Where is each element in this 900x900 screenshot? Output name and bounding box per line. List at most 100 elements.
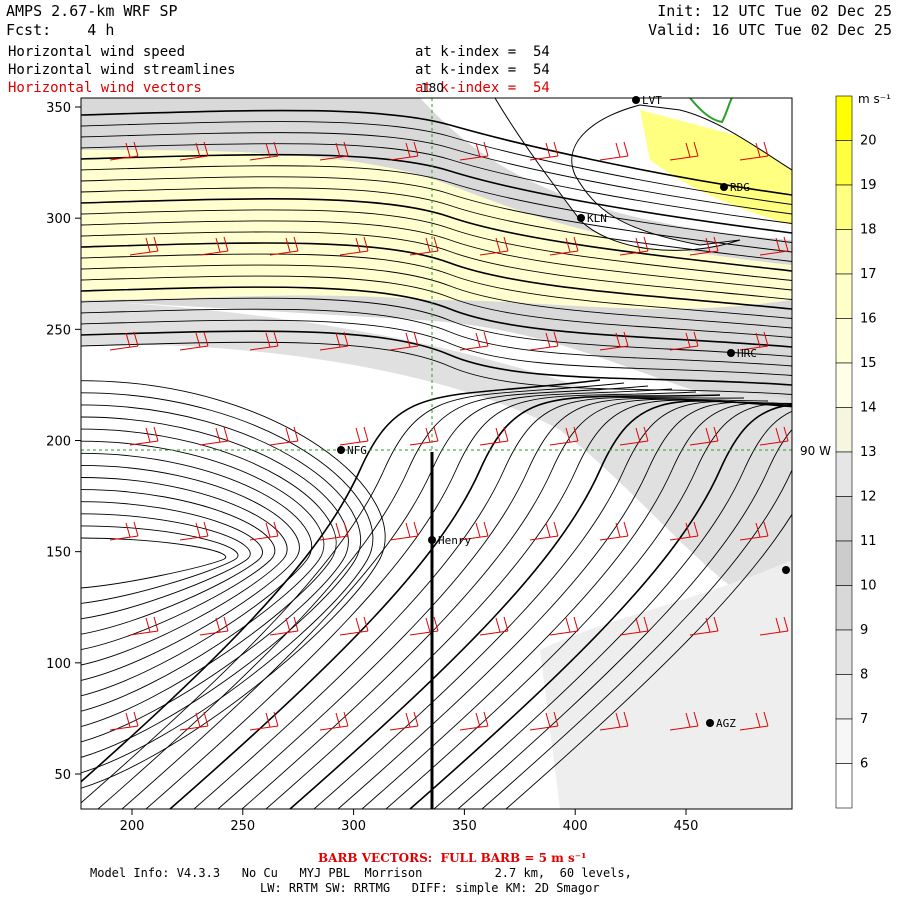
wind-barb — [669, 141, 699, 161]
wind-barb — [339, 426, 369, 446]
wind-barb — [619, 616, 649, 636]
wind-barb — [759, 426, 789, 446]
colorbar-segment — [835, 585, 853, 631]
station-label: LVT — [642, 94, 662, 107]
colorbar-segment — [835, 95, 853, 141]
streamline — [81, 275, 792, 338]
station-label: RDG — [730, 181, 750, 194]
streamline — [265, 399, 792, 809]
colorbar-segment — [835, 451, 853, 497]
wind-barb — [739, 521, 769, 541]
wind-barb — [319, 331, 349, 351]
wind-barb — [619, 426, 649, 446]
colorbar-segment — [835, 763, 853, 809]
station-label: KLN — [587, 212, 607, 225]
y-tick-label: 50 — [54, 768, 71, 783]
station-marker — [727, 349, 735, 357]
wind-barb — [249, 711, 279, 731]
wind-barb — [549, 236, 579, 256]
wind-barb — [179, 711, 209, 731]
station-marker — [782, 566, 790, 574]
streamline — [81, 231, 792, 300]
wind-barb — [249, 331, 279, 351]
streamline — [81, 392, 374, 774]
colorbar-segment — [835, 496, 853, 542]
wind-barb — [339, 236, 369, 256]
streamline — [81, 220, 792, 291]
streamline — [81, 165, 792, 243]
x-tick-label: 200 — [120, 819, 145, 834]
streamline — [81, 440, 325, 712]
streamline — [81, 308, 792, 367]
wind-barb — [529, 331, 559, 351]
wind-barb — [409, 426, 439, 446]
colorbar-label: 9 — [860, 623, 868, 638]
x-tick-label: 450 — [674, 819, 699, 834]
model-info: Model Info: V4.3.3 No Cu MYJ PBL Morriso… — [90, 866, 632, 880]
streamline — [313, 401, 792, 809]
streamline — [121, 388, 673, 809]
streamline — [81, 452, 313, 697]
wind-barb — [249, 521, 279, 541]
wind-barb — [269, 236, 299, 256]
wind-barb — [479, 616, 509, 636]
x-tick-label: 300 — [341, 819, 366, 834]
streamline — [81, 416, 349, 743]
wind-barb — [759, 236, 789, 256]
colorbar-label: 14 — [860, 401, 877, 416]
parallel-label: 90 W — [800, 444, 831, 458]
wind-barb — [599, 711, 629, 731]
wind-barb — [199, 426, 229, 446]
wind-barb — [389, 331, 419, 351]
streamline — [81, 489, 276, 651]
wind-barb — [689, 236, 719, 256]
streamline — [81, 132, 792, 215]
colorbar-segment — [835, 629, 853, 675]
y-tick-label: 250 — [46, 323, 71, 338]
wind-barb — [129, 426, 159, 446]
colorbar-segment — [835, 362, 853, 408]
wind-barb — [529, 141, 559, 161]
station-label: AGZ — [716, 717, 736, 730]
wind-barb — [759, 616, 789, 636]
x-axis: 200 250 300 350 400 450 — [120, 809, 699, 834]
field-name-vectors: Horizontal wind vectors — [8, 80, 202, 96]
field-level-speed: at k-index = 54 — [415, 44, 550, 60]
colorbar-label: 16 — [860, 312, 877, 327]
wind-barb — [669, 521, 699, 541]
streamline — [505, 513, 792, 809]
wind-barb — [459, 331, 489, 351]
colorbar-segment — [835, 718, 853, 764]
wind-barbs — [109, 141, 789, 731]
streamline — [81, 379, 601, 783]
wind-barb — [479, 236, 509, 256]
streamline — [81, 286, 792, 348]
barb-legend: BARB VECTORS: FULL BARB = 5 m s⁻¹ — [318, 851, 587, 865]
speed-band-bright — [640, 110, 792, 225]
streamline — [169, 394, 721, 809]
streamline — [145, 391, 697, 809]
colorbar-segment — [835, 229, 853, 275]
wind-barb — [129, 236, 159, 256]
colorbar-segment — [835, 140, 853, 186]
wind-barb — [599, 331, 629, 351]
wind-barb — [669, 331, 699, 351]
colorbar-label: 18 — [860, 223, 877, 238]
colorbar-label: 11 — [860, 534, 877, 549]
field-name-speed: Horizontal wind speed — [8, 44, 186, 60]
wind-barb — [389, 141, 419, 161]
wind-barb — [389, 521, 419, 541]
streamline — [81, 209, 792, 281]
streamline — [81, 428, 337, 728]
y-tick-label: 150 — [46, 546, 71, 561]
plot-frame — [80, 97, 793, 810]
wind-barb — [549, 426, 579, 446]
streamline — [81, 404, 362, 758]
streamlines — [81, 109, 792, 809]
station-marker — [632, 96, 640, 104]
wind-barb — [599, 521, 629, 541]
streamline — [81, 319, 792, 376]
wind-barb — [479, 426, 509, 446]
speed-band-gray-mid — [81, 300, 792, 620]
streamline — [81, 537, 227, 589]
